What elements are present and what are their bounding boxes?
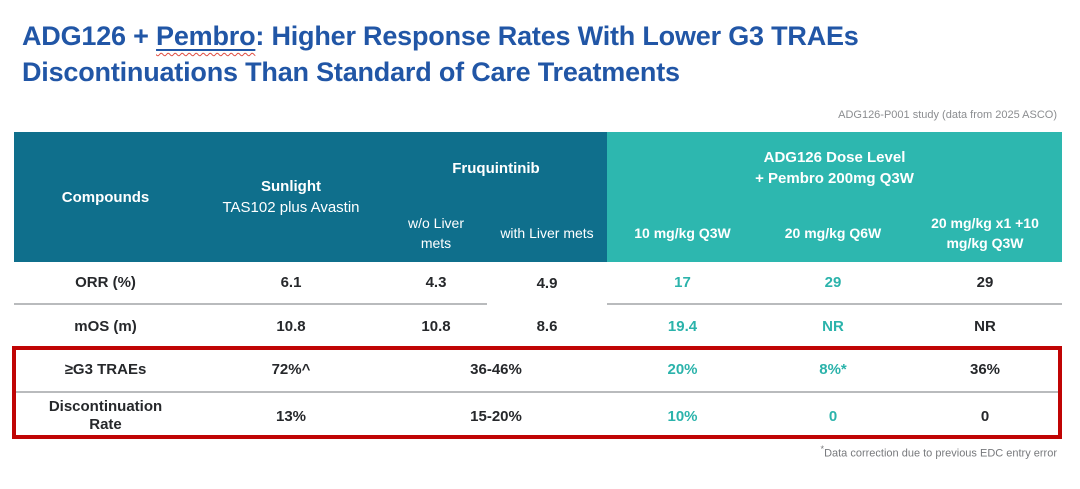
footnote-text: Data correction due to previous EDC entr… [824, 447, 1057, 460]
title-line-2: Discontinuations Than Standard of Care T… [22, 57, 680, 87]
row-mos-label: mOS (m) [74, 318, 137, 335]
header-adg126-line1: ADG126 Dose Level [763, 149, 906, 166]
header-dose-10mgkg-q3w: 10 mg/kg Q3W [607, 204, 758, 262]
g3-fruq-merged-value: 36-46% [385, 348, 607, 393]
page-title: ADG126 + Pembro: Higher Response Rates W… [22, 18, 859, 90]
orr-adg-dose1-value: 17 [607, 262, 758, 305]
g3-adg-dose2-value: 8%* [758, 348, 908, 393]
header-compounds: Compounds [14, 132, 197, 262]
row-orr-label: ORR (%) [14, 262, 197, 305]
footnote: *Data correction due to previous EDC ent… [820, 444, 1057, 460]
header-dose-20mgkg-q6w: 20 mg/kg Q6W [758, 204, 908, 262]
header-dose-20mgkg-x1-10: 20 mg/kg x1 +10 mg/kg Q3W [908, 204, 1062, 262]
orr-adg-dose2-value: 29 [758, 262, 908, 305]
disc-fruq-merged-value: 15-20% [470, 407, 522, 425]
disc-sunlight-value: 13% [275, 407, 307, 425]
g3-sunlight-value: 72%^ [197, 348, 385, 393]
title-pembro-text: Pembro [156, 21, 256, 51]
header-adg126-line2: + Pembro 200mg Q3W [755, 170, 914, 187]
row-g3-traes-label: ≥G3 TRAEs [14, 348, 197, 393]
header-fruq-with-liver-mets: with Liver mets [487, 204, 607, 262]
orr-adg-dose3-value: 29 [908, 262, 1062, 305]
orr-fruq-with-value: 4.9 [536, 275, 558, 292]
mos-fruq-wo-value: 10.8 [421, 318, 451, 335]
row-discontinuation-label: Discontinuation Rate [14, 393, 197, 439]
mos-sunlight-value: 10.8 [276, 318, 306, 335]
discontinuation-label-text: Discontinuation Rate [48, 398, 163, 433]
orr-fruq-wo-value: 4.3 [385, 262, 487, 305]
orr-sunlight-value: 6.1 [197, 262, 385, 305]
mos-adg-dose1-value: 19.4 [667, 318, 698, 335]
source-note: ADG126-P001 study (data from 2025 ASCO) [838, 109, 1057, 121]
header-sunlight-name: Sunlight [261, 178, 321, 195]
disc-adg-dose3-value: 0 [980, 407, 990, 425]
title-prefix: ADG126 + [22, 21, 157, 51]
mos-adg-dose3-value: NR [974, 318, 996, 335]
title-line-1: ADG126 + Pembro: Higher Response Rates W… [22, 18, 859, 54]
header-fruquintinib: Fruquintinib [385, 132, 607, 204]
disc-adg-dose1-value: 10% [667, 407, 698, 425]
header-sunlight: Sunlight TAS102 plus Avastin [197, 132, 385, 262]
g3-adg-dose3-value: 36% [908, 348, 1062, 393]
disc-adg-dose2-value: 0 [828, 407, 838, 425]
header-adg126: ADG126 Dose Level + Pembro 200mg Q3W [607, 132, 1062, 204]
g3-adg-dose1-value: 20% [607, 348, 758, 393]
mos-adg-dose2-value: NR [822, 318, 844, 335]
title-pembro-underlined: Pembro [156, 21, 256, 51]
header-fruq-wo-liver-mets: w/o Liver mets [385, 204, 487, 262]
mos-fruq-with-value: 8.6 [536, 318, 558, 335]
results-table: Compounds Sunlight TAS102 plus Avastin F… [14, 132, 1062, 439]
footnote-marker: * [820, 444, 825, 454]
title-suffix: : Higher Response Rates With Lower G3 TR… [255, 21, 859, 51]
header-sunlight-sub: TAS102 plus Avastin [222, 199, 360, 216]
